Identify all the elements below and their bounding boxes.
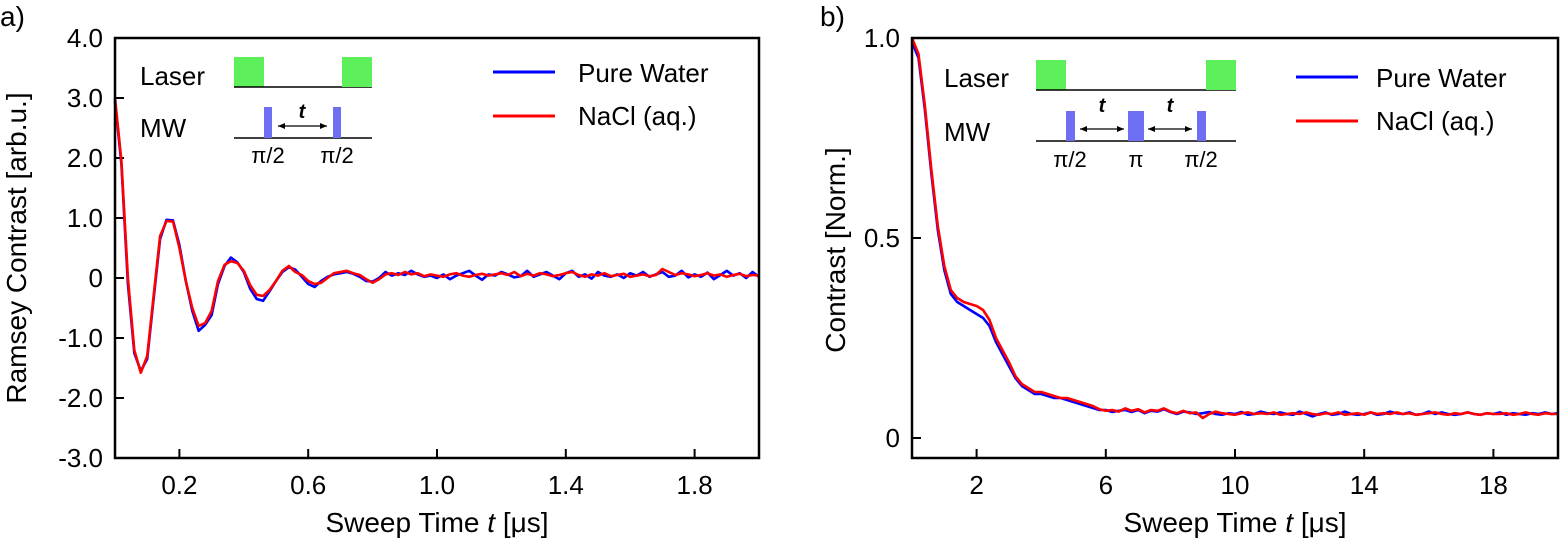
x-axis: 2 6 10 14 18 (969, 449, 1508, 500)
y-tick-label: 0.5 (864, 223, 900, 253)
pulse-label-3: π/2 (1184, 147, 1218, 172)
x-tick-label: 1.0 (419, 470, 455, 500)
pulse-label-1: π/2 (1053, 147, 1087, 172)
y-axis: 1.0 0.5 0 (864, 23, 921, 453)
series-line-nacl (910, 37, 1558, 420)
y-axis-label: Contrast [Norm.] (820, 147, 851, 352)
x-tick-label: 6 (1099, 470, 1113, 500)
plot-frame (910, 36, 1560, 460)
x-axis-label-prefix: Sweep Time (1123, 507, 1285, 538)
y-tick-label: -1.0 (58, 323, 103, 353)
mw-pulse-pi-half-1 (264, 107, 272, 138)
y-tick-label: 1.0 (67, 203, 103, 233)
y-tick-label: 0 (886, 423, 900, 453)
x-tick-label: 0.2 (161, 470, 197, 500)
series-line-pure-water (113, 100, 760, 373)
x-tick-label: 1.4 (548, 470, 584, 500)
panel-label: b) (820, 1, 845, 32)
panel-label: a) (0, 1, 25, 32)
x-axis-label: Sweep Time t [μs] (1123, 507, 1346, 538)
time-arrow-head-right (320, 123, 327, 129)
y-tick-label: 3.0 (67, 83, 103, 113)
y-axis-label: Ramsey Contrast [arb.u.] (1, 92, 32, 403)
y-tick-label: 2.0 (67, 143, 103, 173)
x-axis-label: Sweep Time t [μs] (325, 507, 548, 538)
y-tick-label: 1.0 (864, 23, 900, 53)
mw-pulse-pi (1128, 111, 1144, 141)
y-tick-label: 0 (89, 263, 103, 293)
panel-a: a) 4.0 3.0 2.0 1.0 0 -1.0 -2.0 -3.0 0.2 0.6 1.0 1.… (0, 1, 761, 538)
inset-laser-label: Laser (944, 63, 1009, 93)
y-tick-label: -3.0 (58, 443, 103, 473)
mw-pulse-pi-half-1 (1066, 111, 1075, 141)
pulse-label-1: π/2 (251, 143, 285, 168)
inset-mw-label: MW (944, 117, 991, 147)
series-layer (113, 97, 760, 375)
y-axis: 4.0 3.0 2.0 1.0 0 -1.0 -2.0 -3.0 (58, 23, 124, 473)
laser-pulse-2 (1206, 60, 1236, 90)
legend-label-nacl: NaCl (aq.) (1376, 106, 1494, 136)
laser-pulse-2 (342, 57, 372, 87)
series-line-nacl (113, 97, 760, 375)
x-axis-label-var: t (487, 507, 496, 538)
panel-b: b) 1.0 0.5 0 2 6 10 14 18 Contrast [Norm.] Swe… (820, 1, 1560, 538)
mw-pulse-pi-half-2 (333, 107, 341, 138)
x-tick-label: 10 (1221, 470, 1250, 500)
x-tick-label: 18 (1479, 470, 1508, 500)
legend-label-pure-water: Pure Water (578, 58, 709, 88)
plot-frame (113, 36, 761, 460)
pulse-label-2: π/2 (320, 143, 354, 168)
mw-pulse-pi-half-2 (1197, 111, 1206, 141)
y-tick-label: -2.0 (58, 383, 103, 413)
time-arrow-2-head-right (1185, 126, 1192, 132)
time-arrow-1-head-right (1117, 126, 1124, 132)
x-axis-label-unit: [μs] (1293, 507, 1346, 538)
inset-time-label-2: t (1167, 95, 1175, 117)
inset-time-label: t (299, 101, 307, 123)
y-tick-label: 4.0 (67, 23, 103, 53)
x-tick-label: 14 (1350, 470, 1379, 500)
legend: Pure Water NaCl (aq.) (493, 58, 709, 131)
inset-mw-label: MW (140, 113, 187, 143)
inset-laser-label: Laser (140, 61, 205, 91)
pulse-sequence-inset: Laser MW t t π/2 π π/2 (944, 60, 1236, 172)
x-axis-label-var: t (1285, 507, 1294, 538)
legend-label-nacl: NaCl (aq.) (578, 101, 696, 131)
laser-pulse-1 (234, 57, 264, 87)
laser-pulse-1 (1036, 60, 1066, 90)
series-layer (910, 37, 1559, 420)
legend-label-pure-water: Pure Water (1376, 63, 1507, 93)
time-arrow-2-head-left (1148, 126, 1155, 132)
time-arrow-head-left (278, 123, 285, 129)
x-tick-label: 2 (969, 470, 983, 500)
x-axis-label-prefix: Sweep Time (325, 507, 487, 538)
time-arrow-1-head-left (1080, 126, 1087, 132)
pulse-sequence-inset: Laser MW t π/2 π/2 (140, 57, 372, 168)
x-tick-label: 0.6 (290, 470, 326, 500)
inset-time-label-1: t (1099, 95, 1107, 117)
pulse-label-2: π (1128, 147, 1143, 172)
x-tick-label: 1.8 (677, 470, 713, 500)
x-axis-label-unit: [μs] (495, 507, 548, 538)
x-axis: 0.2 0.6 1.0 1.4 1.8 (161, 449, 713, 500)
legend: Pure Water NaCl (aq.) (1296, 63, 1507, 136)
